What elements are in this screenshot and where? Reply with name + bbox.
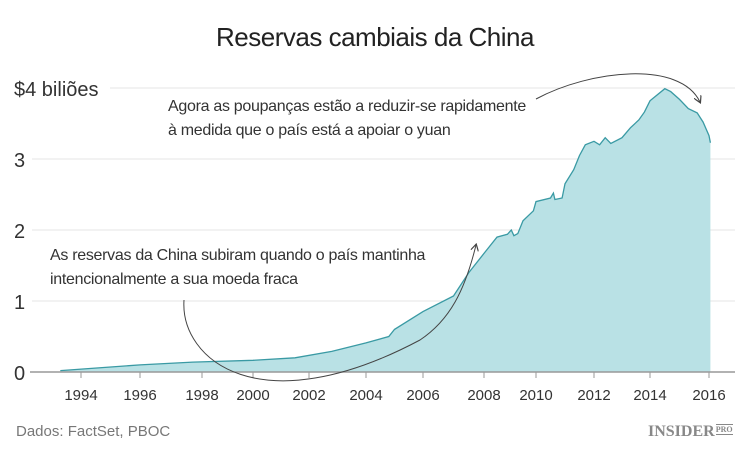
x-tick-label: 1994 [64, 387, 97, 404]
y-tick-label: 1 [14, 292, 25, 314]
chart-title: Reservas cambiais da China [216, 22, 534, 52]
y-tick-label: 3 [14, 150, 25, 172]
annotation-line: As reservas da China subiram quando o pa… [50, 247, 426, 264]
x-tick-label: 2002 [292, 387, 325, 404]
x-tick-label: 2016 [692, 387, 725, 404]
logo-sup: PRO [715, 424, 733, 435]
source-note: Dados: FactSet, PBOC [16, 423, 171, 440]
x-tick-label: 1998 [185, 387, 218, 404]
x-tick-label: 1996 [123, 387, 156, 404]
x-tick-label: 2006 [406, 387, 439, 404]
series-line [60, 87, 712, 372]
x-tick-label: 2004 [349, 387, 382, 404]
annotation-line: intencionalmente a sua moeda fraca [50, 271, 298, 288]
y-tick-label: 2 [14, 221, 25, 243]
annotation-arrow-decline [535, 73, 700, 102]
x-tick-label: 2000 [236, 387, 269, 404]
annotation-decline: Agora as poupanças estão a reduzir-se ra… [168, 95, 526, 143]
annotation-rise: As reservas da China subiram quando o pa… [50, 244, 425, 292]
insider-pro-logo: INSIDERPRO [648, 423, 733, 441]
x-tick-label: 2010 [519, 387, 552, 404]
logo-text: INSIDER [648, 423, 715, 440]
x-tick-label: 2008 [467, 387, 500, 404]
annotation-line: à medida que o país está a apoiar o yuan [168, 122, 451, 139]
annotation-line: Agora as poupanças estão a reduzir-se ra… [168, 98, 526, 115]
y-tick-label: $4 biliões [14, 79, 99, 101]
annotation-arrow-rise [183, 245, 476, 382]
x-tick-label: 2014 [633, 387, 666, 404]
area-fill [60, 88, 711, 372]
x-tick-label: 2012 [577, 387, 610, 404]
y-tick-label: 0 [14, 363, 25, 385]
